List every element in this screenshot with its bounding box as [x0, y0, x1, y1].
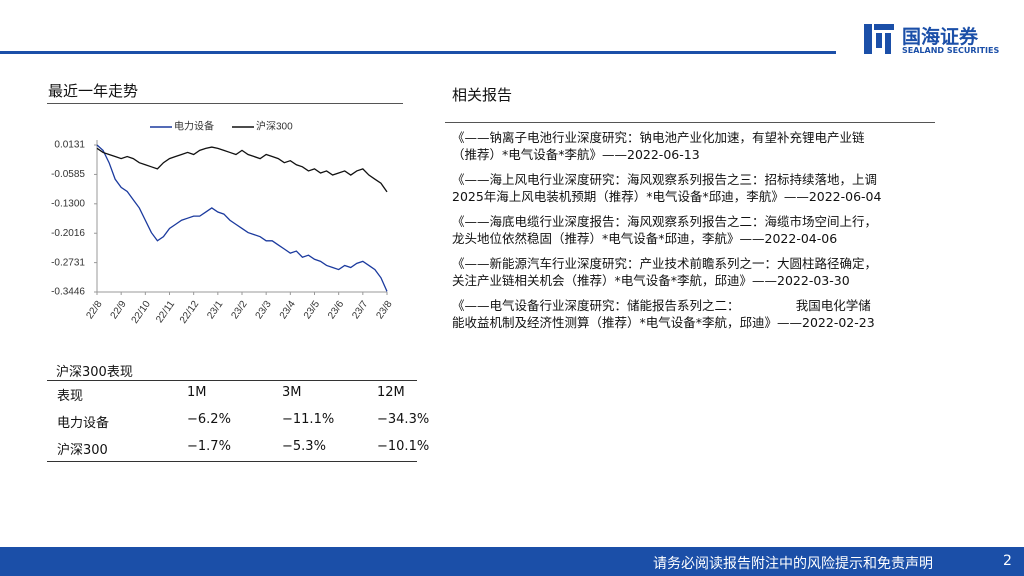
table-cell: −1.7%	[187, 439, 231, 454]
x-tick-label: 22/12	[178, 299, 202, 326]
report-line: 《——新能源汽车行业深度研究：产业技术前瞻系列之一：大圆柱路径确定，	[452, 256, 878, 271]
legend-label: 沪深300	[256, 120, 293, 133]
disclaimer: 请务必阅读报告附注中的风险提示和免责声明	[653, 556, 933, 572]
y-tick-label: -0.1300	[51, 198, 85, 209]
table-cell: 1M	[187, 385, 207, 400]
report-line: （推荐）*电气设备*李航》——2022-06-13	[452, 147, 700, 162]
x-tick-label: 23/7	[350, 299, 370, 322]
table-cell: 3M	[282, 385, 302, 400]
footer-bar	[0, 547, 1024, 576]
x-tick-label: 22/11	[154, 299, 177, 326]
table-cell: −34.3%	[377, 412, 430, 427]
x-tick-label: 23/6	[326, 299, 346, 322]
table-rule	[47, 380, 417, 381]
y-tick-label: 0.0131	[54, 140, 85, 151]
report-line: 能收益机制及经济性测算（推荐）*电气设备*李航，邱迪》——2022-02-23	[452, 315, 875, 330]
logo-icon	[864, 24, 894, 54]
series-line	[96, 144, 388, 292]
x-tick-label: 23/1	[205, 299, 225, 322]
y-tick-label: -0.3446	[51, 287, 85, 298]
table-cell: 表现	[57, 389, 84, 404]
table-bottom-rule	[47, 461, 417, 462]
section-rule	[47, 103, 403, 104]
x-tick-label: 22/9	[109, 299, 129, 322]
section-title: 最近一年走势	[48, 82, 139, 100]
page-number: 2	[1003, 553, 1012, 569]
report-line: 关注产业链相关机会（推荐）*电气设备*李航，邱迪》——2022-03-30	[452, 273, 850, 288]
x-tick-label: 23/5	[302, 299, 322, 322]
brand-en: SEALAND SECURITIES	[902, 46, 1000, 55]
report-line: 《——钠离子电池行业深度研究：钠电池产业化加速，有望补充锂电产业链	[452, 130, 865, 145]
table-cell: −5.3%	[282, 439, 326, 454]
table-cell: −10.1%	[377, 439, 430, 454]
report-line: 《——电气设备行业深度研究：储能报告系列之二： 我国电化学储	[452, 298, 871, 313]
x-tick-label: 23/3	[254, 299, 274, 322]
x-tick-label: 23/8	[374, 299, 394, 322]
x-tick-label: 23/2	[229, 299, 249, 322]
table-cell: −6.2%	[187, 412, 231, 427]
table-row: 表现 1M 3M 12M	[47, 381, 417, 405]
report-line: 《——海上风电行业深度研究：海风观察系列报告之三：招标持续落地，上调	[452, 172, 878, 187]
report-line: 龙头地位依然稳固（推荐）*电气设备*邱迪，李航》——2022-04-06	[452, 231, 838, 246]
chart: 0.0131 -0.0585 -0.1300 -0.2016 -0.2731 -0.344…	[51, 120, 395, 326]
table-cell: 沪深300	[57, 443, 108, 458]
y-tick-label: -0.2016	[51, 228, 85, 239]
table-row: 电力设备 −6.2% −11.1% −34.3%	[47, 408, 429, 432]
table-title: 沪深300表现	[56, 365, 133, 380]
legend-label: 电力设备	[174, 120, 214, 133]
series-line	[96, 146, 388, 193]
x-tick-label: 22/8	[84, 299, 104, 322]
x-tick-label: 23/4	[278, 299, 298, 322]
table-cell: 电力设备	[57, 416, 110, 431]
table-row: 沪深300 −1.7% −5.3% −10.1%	[47, 435, 429, 459]
reports-title: 相关报告	[452, 86, 513, 104]
report-line: 2025年海上风电装机预期（推荐）*电气设备*邱迪，李航》——2022-06-0…	[452, 189, 882, 204]
brand: 国海证券	[902, 26, 979, 48]
x-tick-label: 22/10	[130, 299, 154, 326]
y-tick-label: -0.2731	[51, 257, 85, 268]
header-rule	[0, 51, 836, 54]
report-line: 《——海底电缆行业深度报告：海风观察系列报告之二：海缆市场空间上行，	[452, 214, 878, 229]
table-cell: −11.1%	[282, 412, 335, 427]
table-cell: 12M	[377, 385, 405, 400]
reports-rule	[445, 122, 935, 123]
y-tick-label: -0.0585	[51, 169, 85, 180]
